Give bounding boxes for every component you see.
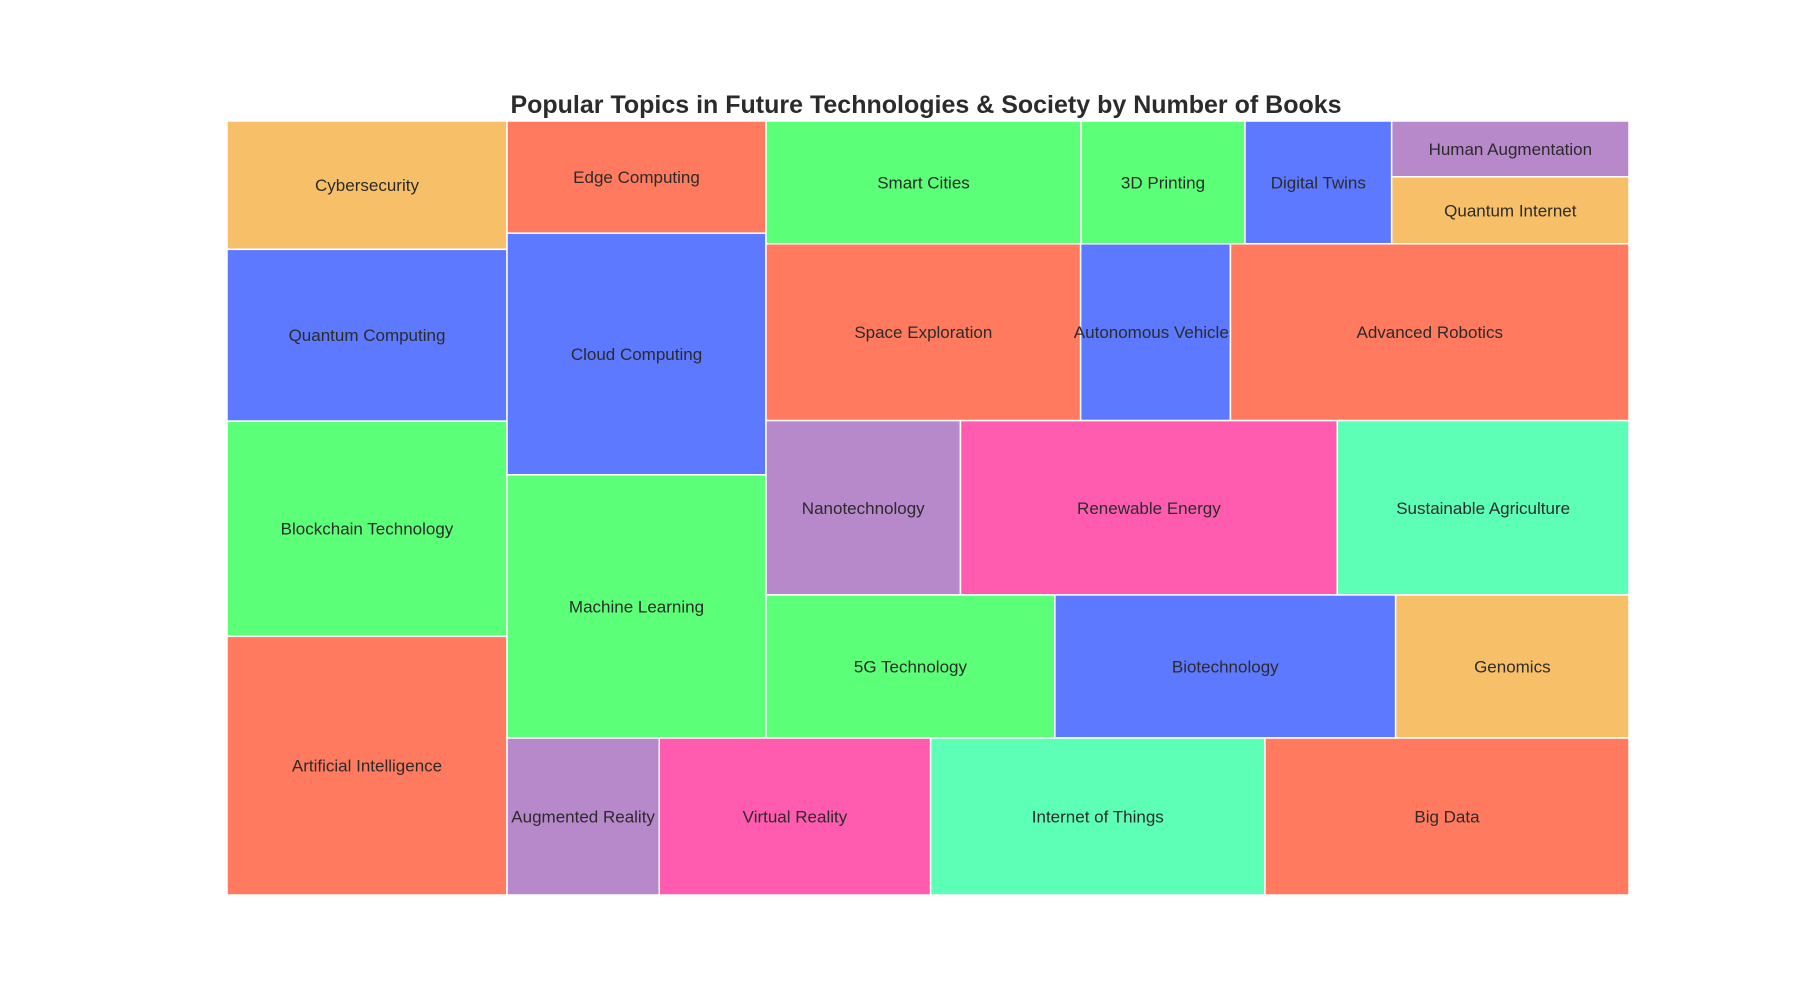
tile-nanotechnology[interactable] [765, 419, 962, 596]
tile-digital-twins[interactable] [1244, 120, 1393, 245]
tile-label-3d-printing: 3D Printing [1121, 173, 1205, 192]
tile-virtual-reality[interactable] [658, 737, 932, 896]
tile-label-5g-technology: 5G Technology [854, 657, 968, 676]
tile-label-genomics: Genomics [1474, 657, 1551, 676]
tile-quantum-computing[interactable] [226, 248, 508, 422]
tile-autonomous-vehicles[interactable] [1079, 243, 1232, 422]
tile-label-human-augmentation: Human Augmentation [1429, 140, 1593, 159]
tile-label-artificial-intelligence: Artificial Intelligence [292, 757, 442, 776]
tile-augmented-reality[interactable] [506, 737, 660, 896]
tile-edge-computing[interactable] [506, 120, 767, 234]
tile-label-quantum-computing: Quantum Computing [289, 326, 446, 345]
tile-label-advanced-robotics: Advanced Robotics [1356, 323, 1502, 342]
tile-label-blockchain-technology: Blockchain Technology [281, 520, 454, 539]
tile-label-internet-of-things: Internet of Things [1032, 808, 1164, 827]
tile-label-digital-twins: Digital Twins [1271, 173, 1366, 192]
tile-big-data[interactable] [1264, 737, 1630, 896]
tile-space-exploration[interactable] [765, 243, 1082, 422]
tile-renewable-energy[interactable] [959, 419, 1339, 596]
tile-label-nanotechnology: Nanotechnology [802, 499, 925, 518]
tile-label-biotechnology: Biotechnology [1172, 657, 1279, 676]
tile-label-augmented-reality: Augmented Reality [511, 808, 655, 827]
tile-label-space-exploration: Space Exploration [854, 323, 992, 342]
tile-smart-cities[interactable] [765, 120, 1082, 245]
tile-label-renewable-energy: Renewable Energy [1077, 499, 1221, 518]
tile-human-augmentation[interactable] [1390, 120, 1630, 178]
tile-cloud-computing[interactable] [506, 232, 767, 476]
tile-biotechnology[interactable] [1054, 594, 1397, 739]
tile-label-cloud-computing: Cloud Computing [571, 345, 702, 364]
tile-label-virtual-reality: Virtual Reality [743, 808, 848, 827]
chart-title: Popular Topics in Future Technologies & … [510, 91, 1341, 119]
tile-advanced-robotics[interactable] [1229, 243, 1630, 422]
treemap-tiles: Cybersecurity Quantum Computing Blockchain… [226, 120, 1630, 896]
tile-label-cybersecurity: Cybersecurity [315, 176, 419, 195]
tile-5g-technology[interactable] [765, 594, 1056, 739]
tile-blockchain-technology[interactable] [226, 420, 508, 638]
tile-cybersecurity[interactable] [226, 120, 508, 251]
tile-genomics[interactable] [1394, 594, 1630, 739]
tile-sustainable-agriculture[interactable] [1336, 419, 1630, 596]
tile-machine-learning[interactable] [506, 474, 767, 739]
tile-label-edge-computing: Edge Computing [573, 168, 700, 187]
tile-artificial-intelligence[interactable] [226, 635, 508, 896]
tile-label-big-data: Big Data [1414, 808, 1480, 827]
tile-label-quantum-internet: Quantum Internet [1444, 201, 1577, 220]
tile-label-sustainable-agriculture: Sustainable Agriculture [1396, 499, 1570, 518]
tile-label-machine-learning: Machine Learning [569, 597, 704, 616]
tile-label-autonomous-vehicles: Autonomous Vehicles [1074, 323, 1238, 342]
tile-quantum-internet[interactable] [1390, 176, 1630, 245]
tile-label-smart-cities: Smart Cities [877, 173, 970, 192]
